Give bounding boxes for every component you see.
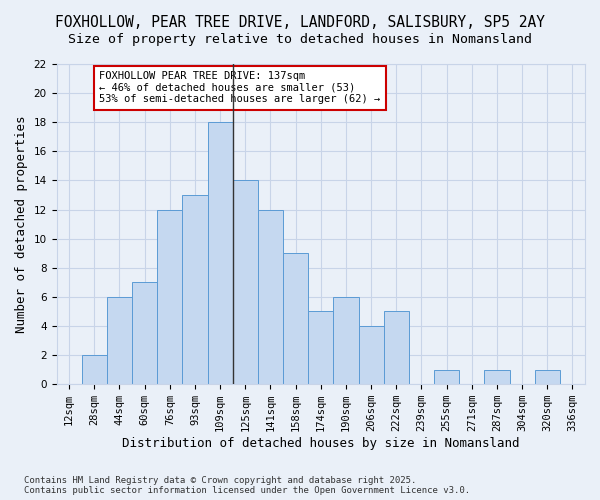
Bar: [132, 282, 157, 384]
Bar: [182, 195, 208, 384]
Bar: [208, 122, 233, 384]
Bar: [484, 370, 509, 384]
X-axis label: Distribution of detached houses by size in Nomansland: Distribution of detached houses by size …: [122, 437, 520, 450]
Bar: [258, 210, 283, 384]
Text: Contains HM Land Registry data © Crown copyright and database right 2025.
Contai: Contains HM Land Registry data © Crown c…: [24, 476, 470, 495]
Y-axis label: Number of detached properties: Number of detached properties: [15, 116, 28, 333]
Bar: [233, 180, 258, 384]
Bar: [334, 297, 359, 384]
Text: FOXHOLLOW PEAR TREE DRIVE: 137sqm
← 46% of detached houses are smaller (53)
53% : FOXHOLLOW PEAR TREE DRIVE: 137sqm ← 46% …: [100, 72, 380, 104]
Bar: [157, 210, 182, 384]
Bar: [383, 312, 409, 384]
Bar: [535, 370, 560, 384]
Text: FOXHOLLOW, PEAR TREE DRIVE, LANDFORD, SALISBURY, SP5 2AY: FOXHOLLOW, PEAR TREE DRIVE, LANDFORD, SA…: [55, 15, 545, 30]
Text: Size of property relative to detached houses in Nomansland: Size of property relative to detached ho…: [68, 32, 532, 46]
Bar: [359, 326, 383, 384]
Bar: [434, 370, 459, 384]
Bar: [107, 297, 132, 384]
Bar: [82, 355, 107, 384]
Bar: [308, 312, 334, 384]
Bar: [283, 253, 308, 384]
